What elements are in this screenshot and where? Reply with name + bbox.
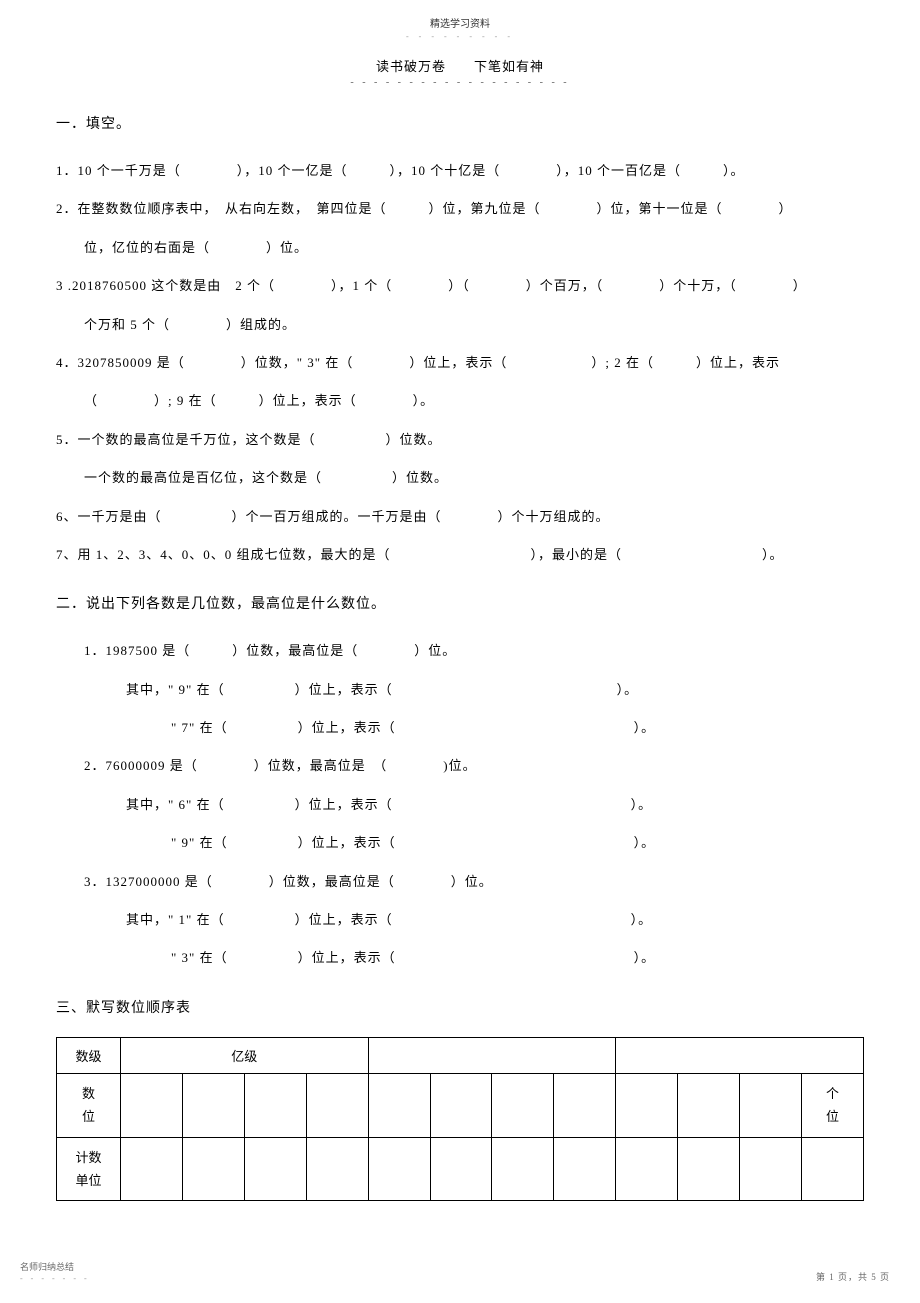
- row2-last: 个位: [801, 1073, 863, 1137]
- cell: [678, 1137, 740, 1201]
- q1-2a: 2．在整数数位顺序表中， 从右向左数， 第四位是（ ）位，第九位是（ ）位，第十…: [56, 191, 864, 227]
- cell: [740, 1073, 802, 1137]
- cell: [616, 1073, 678, 1137]
- place-value-table: 数级 亿级 数位 个位 计数单位: [56, 1037, 864, 1202]
- q1-3a: 3 .2018760500 这个数是由 2 个（ ），1 个（ ）（ ）个百万，…: [56, 268, 864, 304]
- cell: [430, 1073, 492, 1137]
- q1-4a: 4．3207850009 是（ ）位数，" 3" 在（ ）位上，表示（ ）; 2…: [56, 345, 864, 381]
- q2-3b: " 3" 在（ ）位上，表示（ ）。: [56, 940, 864, 976]
- table-row: 计数单位: [57, 1137, 864, 1201]
- cell: [120, 1073, 182, 1137]
- q2-3a: 其中，" 1" 在（ ）位上，表示（ ）。: [56, 902, 864, 938]
- header-label: 精选学习资料: [56, 15, 864, 30]
- row1-yi: 亿级: [120, 1037, 368, 1073]
- cell: [368, 1073, 430, 1137]
- q2-1: 1．1987500 是（ ）位数，最高位是（ ）位。: [56, 633, 864, 669]
- row1-empty1: [368, 1037, 616, 1073]
- row1-label: 数级: [57, 1037, 121, 1073]
- cell: [554, 1137, 616, 1201]
- section1-title: 一．填空。: [56, 113, 864, 133]
- row2-label: 数位: [57, 1073, 121, 1137]
- cell: [182, 1073, 244, 1137]
- cell: [554, 1073, 616, 1137]
- cell: [182, 1137, 244, 1201]
- q2-1a: 其中，" 9" 在（ ）位上，表示（ ）。: [56, 672, 864, 708]
- table-row: 数级 亿级: [57, 1037, 864, 1073]
- q2-1b: " 7" 在（ ）位上，表示（ ）。: [56, 710, 864, 746]
- cell: [368, 1137, 430, 1201]
- footer-left: 名师归纳总结 - - - - - - -: [20, 1260, 90, 1283]
- cell: [740, 1137, 802, 1201]
- cell: [678, 1073, 740, 1137]
- cell: [492, 1073, 554, 1137]
- cell: [492, 1137, 554, 1201]
- q1-1: 1．10 个一千万是（ ），10 个一亿是（ ），10 个十亿是（ ），10 个…: [56, 153, 864, 189]
- q1-7: 7、用 1、2、3、4、0、0、0 组成七位数，最大的是（ ），最小的是（ ）。: [56, 537, 864, 573]
- q2-2b: " 9" 在（ ）位上，表示（ ）。: [56, 825, 864, 861]
- cell: [430, 1137, 492, 1201]
- q1-4b: （ ）; 9 在（ ）位上，表示（ ）。: [56, 383, 864, 419]
- motto-underline: - - - - - - - - - - - - - - - - - - -: [56, 77, 864, 88]
- q1-2b: 位，亿位的右面是（ ）位。: [56, 230, 864, 266]
- q2-2a: 其中，" 6" 在（ ）位上，表示（ ）。: [56, 787, 864, 823]
- cell: [244, 1073, 306, 1137]
- header-dots: - - - - - - - - -: [56, 32, 864, 41]
- section2-title: 二．说出下列各数是几位数，最高位是什么数位。: [56, 593, 864, 613]
- cell: [306, 1137, 368, 1201]
- q1-5b: 一个数的最高位是百亿位，这个数是（ ）位数。: [56, 460, 864, 496]
- q1-5a: 5．一个数的最高位是千万位，这个数是（ ）位数。: [56, 422, 864, 458]
- row1-empty2: [616, 1037, 864, 1073]
- footer-right: 第 1 页，共 5 页: [816, 1270, 890, 1283]
- cell: [306, 1073, 368, 1137]
- cell: [616, 1137, 678, 1201]
- q2-2: 2．76000009 是（ ）位数，最高位是 （ )位。: [56, 748, 864, 784]
- motto-text: 读书破万卷 下笔如有神: [56, 56, 864, 75]
- section3-title: 三、默写数位顺序表: [56, 997, 864, 1017]
- table-row: 数位 个位: [57, 1073, 864, 1137]
- cell: [244, 1137, 306, 1201]
- q1-3b: 个万和 5 个（ ）组成的。: [56, 307, 864, 343]
- cell: [801, 1137, 863, 1201]
- cell: [120, 1137, 182, 1201]
- q2-3: 3．1327000000 是（ ）位数，最高位是（ ）位。: [56, 864, 864, 900]
- q1-6: 6、一千万是由（ ）个一百万组成的。一千万是由（ ）个十万组成的。: [56, 499, 864, 535]
- row3-label: 计数单位: [57, 1137, 121, 1201]
